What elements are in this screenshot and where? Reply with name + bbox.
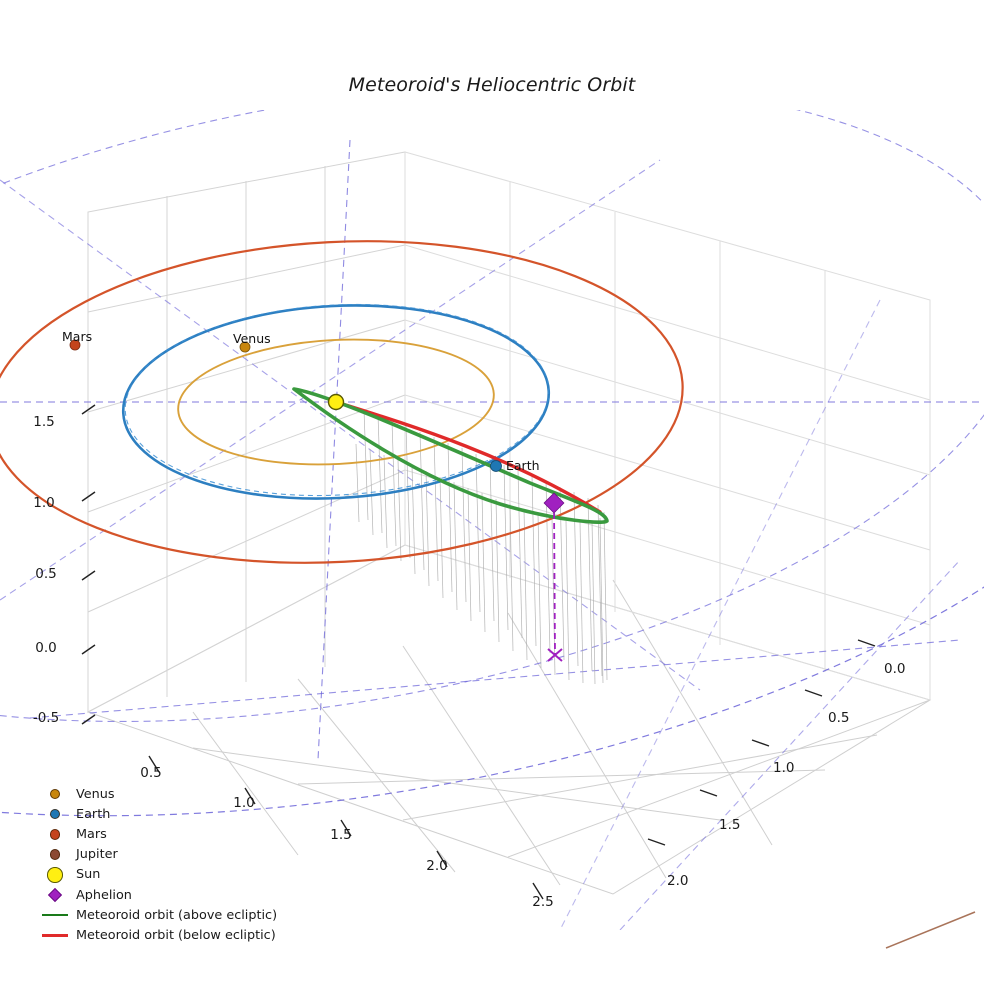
legend-line-swatch	[38, 925, 72, 945]
diamond-icon	[47, 887, 63, 903]
body-markers	[69, 339, 565, 514]
legend-dot-swatch	[38, 845, 72, 865]
mars-orbit	[0, 240, 684, 564]
x-tick-0: 0.5	[140, 765, 161, 781]
venus-orbit	[177, 338, 495, 466]
legend-item-label: Mars	[76, 826, 107, 842]
page-title: Meteoroid's Heliocentric Orbit	[348, 74, 636, 96]
x-tick-3: 2.0	[426, 858, 447, 874]
y-tick-2: 1.0	[773, 760, 794, 776]
aphelion-drop-line	[547, 502, 563, 662]
aphelion-marker	[543, 492, 565, 514]
legend-dot-swatch	[38, 824, 72, 844]
legend-diamond-swatch	[38, 885, 72, 905]
mars-label: Mars	[62, 329, 92, 344]
z-axis: 1.5 1.0 0.5 0.0 -0.5	[33, 404, 96, 726]
legend-line-swatch	[38, 905, 72, 925]
orbit-drop-stems	[355, 409, 608, 685]
z-tick-0: 1.5	[33, 414, 54, 430]
y-tick-3: 1.5	[719, 817, 740, 833]
legend-item-sun[interactable]: Sun	[38, 865, 338, 885]
legend-item-label: Meteoroid orbit (above ecliptic)	[76, 907, 278, 923]
y-tick-1: 0.5	[828, 710, 849, 726]
y-axis: 0.0 0.5 1.0 1.5 2.0	[647, 639, 905, 889]
legend-item-jupiter[interactable]: Jupiter	[38, 845, 338, 865]
meteoroid-orbit-below-ecliptic	[334, 400, 602, 514]
y-tick-4: 2.0	[667, 873, 688, 889]
mars-marker	[69, 339, 81, 351]
earth-marker	[490, 460, 502, 472]
dot-icon	[47, 867, 63, 883]
jupiter-orbit-fragment	[885, 911, 976, 949]
legend-item-label: Earth	[76, 806, 111, 822]
x-axis: 0.5 1.0 1.5 2.0 2.5	[140, 755, 554, 910]
axes-panes	[86, 151, 932, 895]
y-tick-0: 0.0	[884, 661, 905, 677]
legend-dot-swatch	[38, 804, 72, 824]
venus-label: Venus	[233, 331, 271, 346]
legend-dot-swatch	[38, 865, 72, 885]
legend: Venus Earth Mars Jupiter Sun Aphelion Meteoroi…	[38, 784, 338, 946]
x-tick-1: 1.0	[233, 795, 254, 811]
legend-item-meteoroid-orbit-above-ecliptic[interactable]: Meteoroid orbit (above ecliptic)	[38, 905, 338, 925]
legend-item-label: Sun	[76, 867, 101, 883]
legend-item-mars[interactable]: Mars	[38, 824, 338, 844]
legend-item-aphelion[interactable]: Aphelion	[38, 885, 338, 905]
earth-orbit	[121, 303, 551, 500]
x-tick-4: 2.5	[532, 894, 553, 910]
body-labels: Mars Venus Earth	[62, 329, 540, 473]
venus-marker	[239, 341, 251, 353]
line-icon	[42, 914, 68, 917]
meteoroid-orbit-above-ecliptic	[292, 387, 609, 524]
x-tick-2: 1.5	[330, 827, 351, 843]
legend-item-label: Aphelion	[76, 887, 132, 903]
dot-icon	[49, 849, 61, 861]
z-tick-3: 0.0	[35, 640, 56, 656]
z-tick-1: 1.0	[33, 495, 54, 511]
sun-marker	[327, 393, 345, 411]
legend-item-label: Venus	[76, 786, 115, 802]
z-tick-2: 0.5	[35, 566, 56, 582]
earth-label: Earth	[506, 458, 540, 473]
dot-icon	[49, 809, 61, 820]
legend-item-label: Meteoroid orbit (below ecliptic)	[76, 927, 276, 943]
dot-icon	[49, 829, 61, 840]
legend-item-venus[interactable]: Venus	[38, 784, 338, 804]
z-tick-4: -0.5	[33, 710, 59, 726]
dot-icon	[49, 789, 61, 800]
legend-item-earth[interactable]: Earth	[38, 804, 338, 824]
legend-dot-swatch	[38, 784, 72, 804]
legend-item-label: Jupiter	[76, 847, 118, 863]
line-icon	[42, 934, 68, 937]
legend-item-meteoroid-orbit-below-ecliptic[interactable]: Meteoroid orbit (below ecliptic)	[38, 925, 338, 945]
